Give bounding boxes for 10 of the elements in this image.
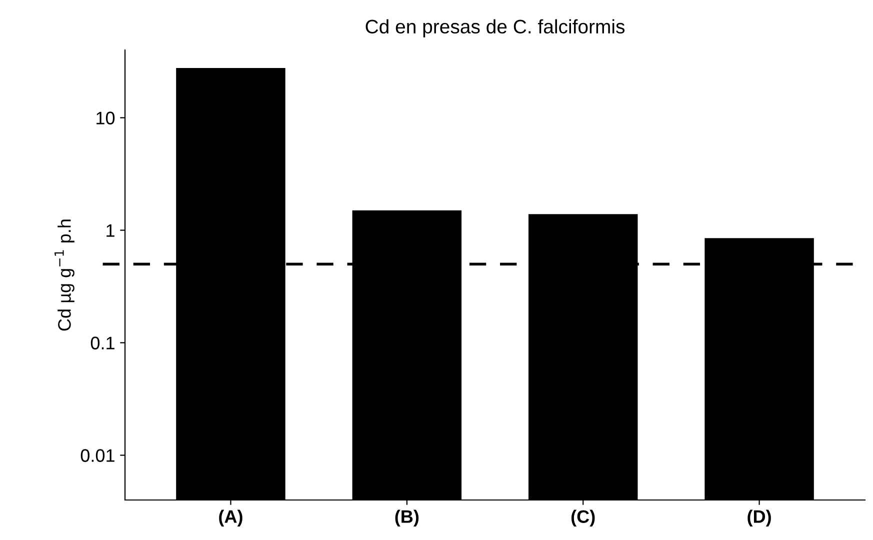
y-tick-label: 1 [106, 224, 114, 237]
x-tick-label: (C) [571, 510, 595, 527]
chart-title: Cd en presas de C. falciformis [366, 19, 625, 38]
x-tick-label: (D) [748, 510, 771, 527]
x-tick-label: (B) [395, 510, 419, 527]
x-tick-label: (A) [219, 510, 242, 527]
y-axis-title: Cd µg g$^{−1}$ p.h [54, 220, 74, 331]
y-tick-label: 0.01 [80, 449, 114, 462]
y-tick-label: 10 [96, 112, 115, 124]
y-tick-label: 0.1 [90, 336, 114, 350]
